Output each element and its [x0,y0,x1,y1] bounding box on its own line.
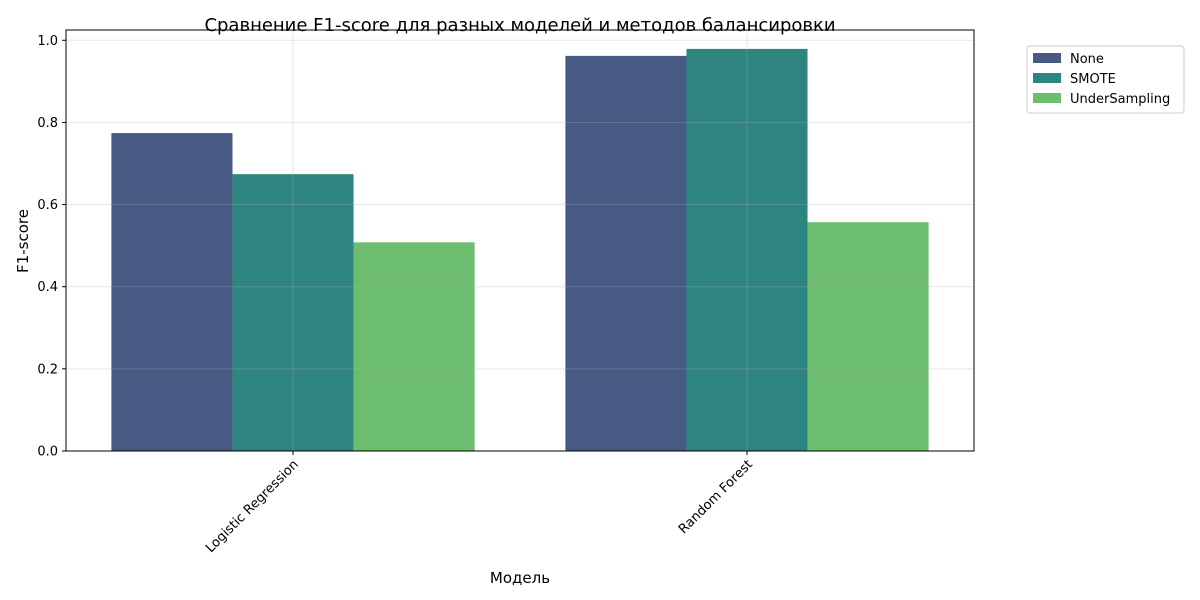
bar-smote-0 [232,174,354,452]
legend-swatch-smote [1033,73,1061,83]
y-tick-label: 0.0 [37,445,58,460]
y-tick-label: 0.6 [37,198,58,213]
chart-title: Сравнение F1-score для разных моделей и … [204,15,835,36]
plot-frame [65,29,975,452]
x-tick-label: Logistic Regression [203,457,302,556]
bar-undersampling-0 [353,242,475,451]
y-tick-label: 0.2 [37,362,58,377]
y-tick-label: 0.8 [37,116,58,131]
legend-swatch-none [1033,53,1061,63]
legend: None SMOTE UnderSampling [1026,45,1185,114]
y-tick-label: 1.0 [37,34,58,49]
bars-group [111,48,929,452]
legend-label-smote: SMOTE [1070,72,1116,87]
bar-smote-1 [686,48,808,452]
y-tick-label: 0.4 [37,280,58,295]
legend-label-undersampling: UnderSampling [1070,92,1170,107]
bar-undersampling-1 [807,222,929,451]
x-axis-label: Модель [490,569,550,587]
bar-none-0 [111,133,233,451]
legend-swatch-undersampling [1033,93,1061,103]
legend-frame [1026,45,1185,114]
bar-none-1 [565,55,687,451]
x-tick-label: Random Forest [676,457,756,537]
y-axis-label: F1-score [14,209,32,273]
legend-label-none: None [1070,52,1104,67]
y-axis: 0.0 0.2 0.4 0.6 0.8 1.0 [37,34,66,460]
x-axis: Logistic Regression Random Forest [203,451,756,556]
